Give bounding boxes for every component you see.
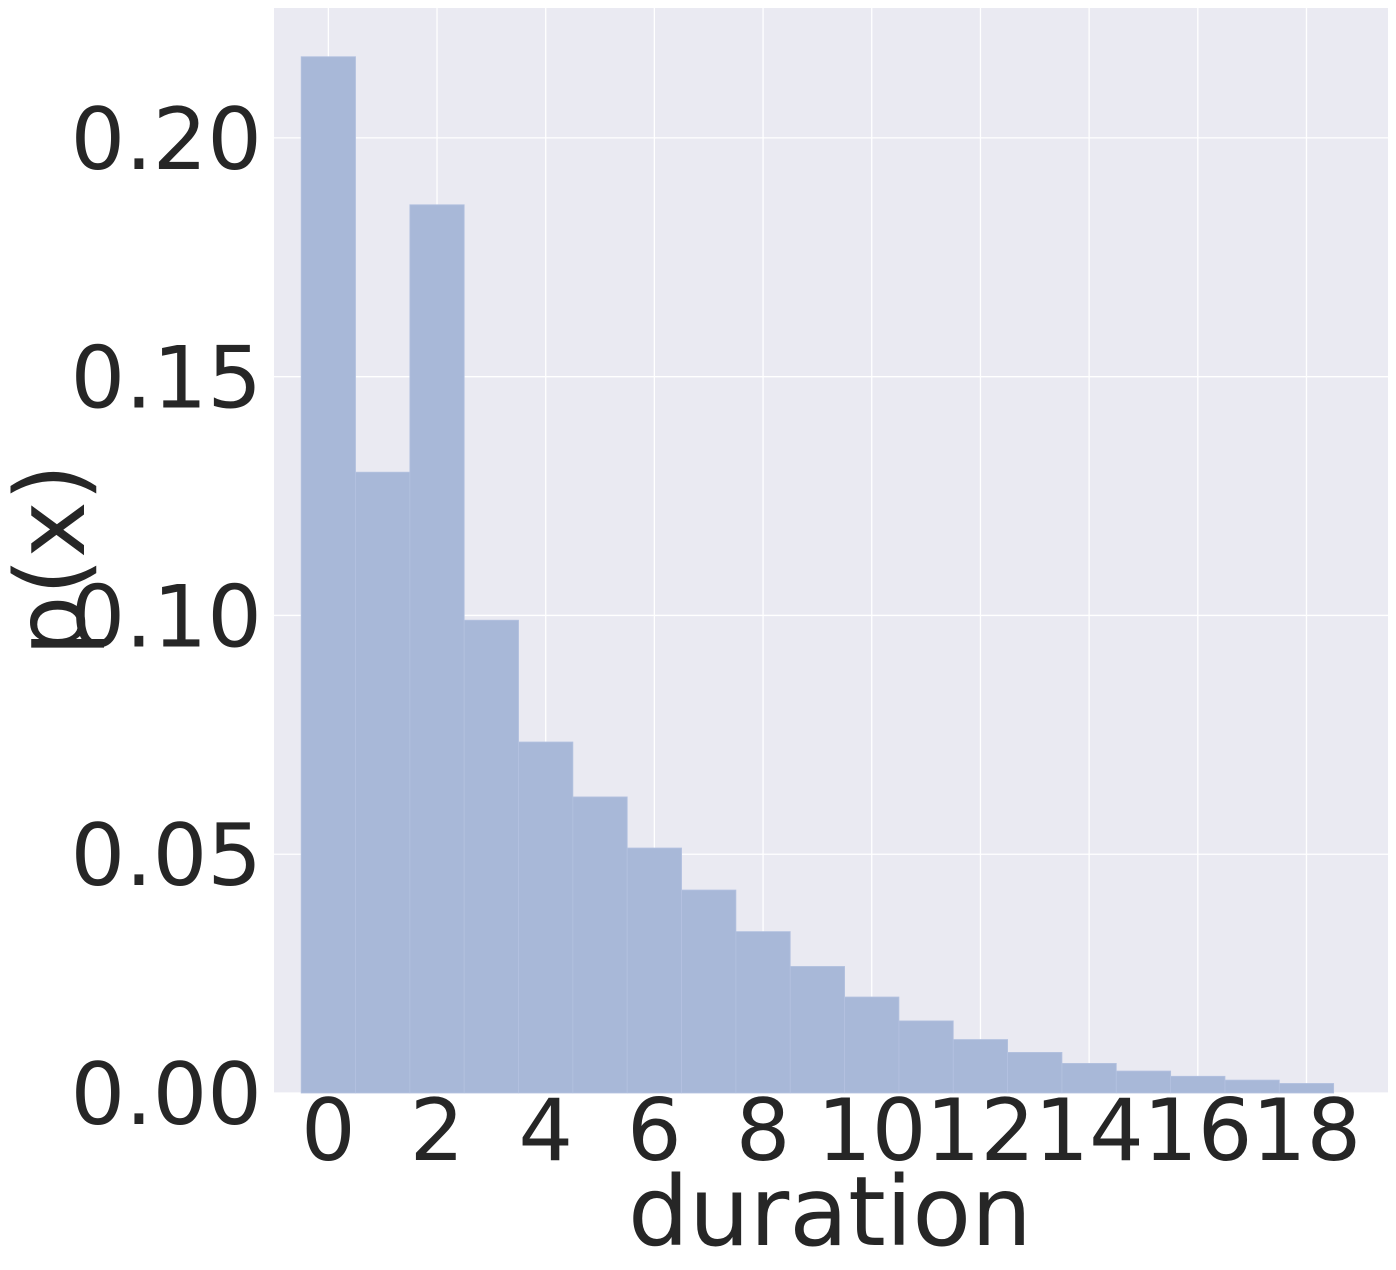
histogram-bar — [1007, 1052, 1063, 1094]
x-tick-label: 8 — [736, 1081, 791, 1181]
histogram-bar — [844, 996, 900, 1094]
histogram-bars — [300, 56, 1335, 1094]
histogram-bar — [681, 889, 737, 1094]
histogram-bar — [626, 847, 682, 1094]
histogram-bar — [789, 966, 845, 1094]
histogram-bar — [952, 1039, 1009, 1094]
histogram-bar — [463, 619, 519, 1094]
x-tick-label: 12 — [926, 1081, 1035, 1181]
histogram-bar — [300, 56, 356, 1094]
histogram-bar — [898, 1020, 954, 1094]
y-axis-label: p(x) — [0, 464, 107, 657]
x-tick-label: 0 — [301, 1081, 356, 1181]
x-tick-label: 2 — [410, 1081, 465, 1181]
x-tick-label: 14 — [1034, 1081, 1143, 1181]
x-tick-label: 10 — [817, 1081, 926, 1181]
y-tick-label: 0.05 — [71, 806, 262, 906]
x-tick-label: 4 — [518, 1081, 573, 1181]
x-tick-label: 6 — [627, 1081, 682, 1181]
y-tick-label: 0.10 — [71, 567, 262, 667]
y-tick-label: 0.15 — [71, 329, 262, 429]
x-axis-label: duration — [628, 1156, 1032, 1268]
histogram-bar — [518, 741, 574, 1094]
x-tick-label: 16 — [1143, 1081, 1252, 1181]
histogram-bar — [572, 796, 628, 1094]
y-tick-labels: 0.00 0.05 0.10 0.15 0.20 — [71, 90, 262, 1145]
x-tick-labels: 0 2 4 6 8 10 12 14 16 18 — [301, 1081, 1361, 1181]
y-tick-label: 0.20 — [71, 90, 262, 190]
histogram-bar — [1278, 1083, 1335, 1094]
histogram-bar — [355, 471, 411, 1094]
histogram-bar — [735, 931, 791, 1094]
histogram-bar — [1061, 1062, 1117, 1094]
histogram-bar — [409, 204, 465, 1094]
y-tick-label: 0.00 — [71, 1045, 262, 1145]
x-tick-label: 18 — [1252, 1081, 1361, 1181]
